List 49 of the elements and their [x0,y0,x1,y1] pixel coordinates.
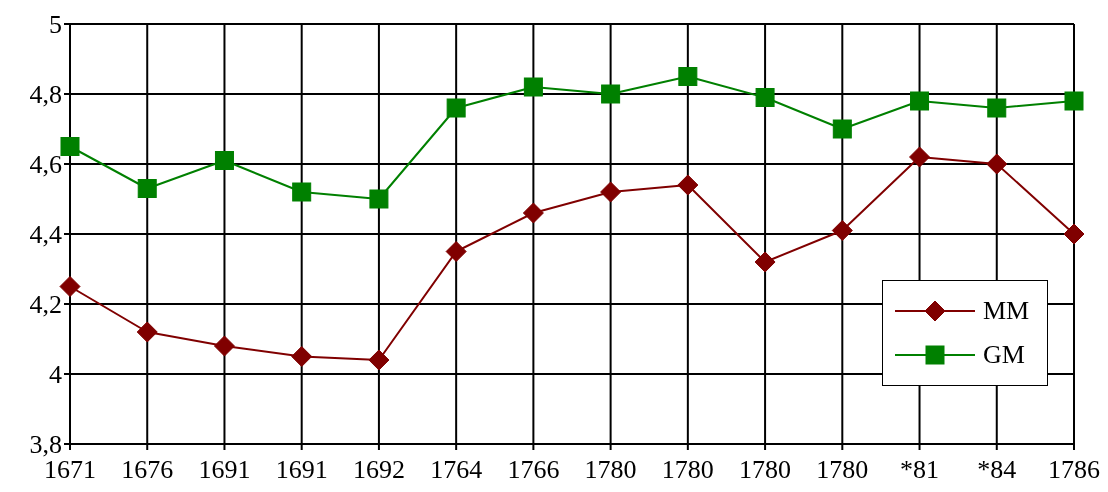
y-tick-label: 4,6 [29,150,62,180]
x-tick-label: *84 [977,455,1017,485]
point [291,346,313,367]
point [445,241,467,262]
point [832,119,852,139]
point [137,179,157,198]
point [446,98,466,118]
point [601,84,621,104]
y-tick-label: 4,2 [29,290,62,320]
point [59,276,81,297]
point [909,146,931,168]
point [600,181,622,203]
point [755,88,775,107]
point [522,202,544,224]
legend-label: MM [983,296,1030,326]
point [368,349,390,371]
point [136,321,158,343]
x-tick-label: 1676 [121,455,174,485]
point [831,220,853,241]
x-tick-label: 1780 [816,455,869,485]
x-tick-label: 1692 [352,455,405,485]
point [213,335,235,357]
point [678,67,698,86]
x-tick-label: 1786 [1048,455,1100,485]
point [986,153,1008,175]
x-tick-label: 1691 [198,455,251,485]
point [677,174,699,196]
x-tick-label: 1780 [661,455,714,485]
point [1063,223,1085,245]
x-tick-label: 1691 [275,455,328,485]
y-tick-label: 5 [49,10,62,40]
point [987,98,1007,118]
legend-label: GM [983,340,1025,370]
point [754,251,776,273]
x-tick-label: 1766 [507,455,560,485]
point [60,137,80,156]
point [910,91,930,111]
x-tick-label: 1780 [584,455,637,485]
x-tick-label: 1780 [739,455,792,485]
x-tick-label: *81 [900,455,940,485]
y-tick-label: 4,8 [29,80,62,110]
point [1064,91,1084,111]
x-tick-label: 1764 [430,455,483,485]
y-tick-label: 4 [49,360,62,390]
y-tick-label: 4,4 [29,220,62,250]
point [292,182,312,202]
point [214,151,234,170]
point [523,77,543,97]
point [369,189,389,209]
